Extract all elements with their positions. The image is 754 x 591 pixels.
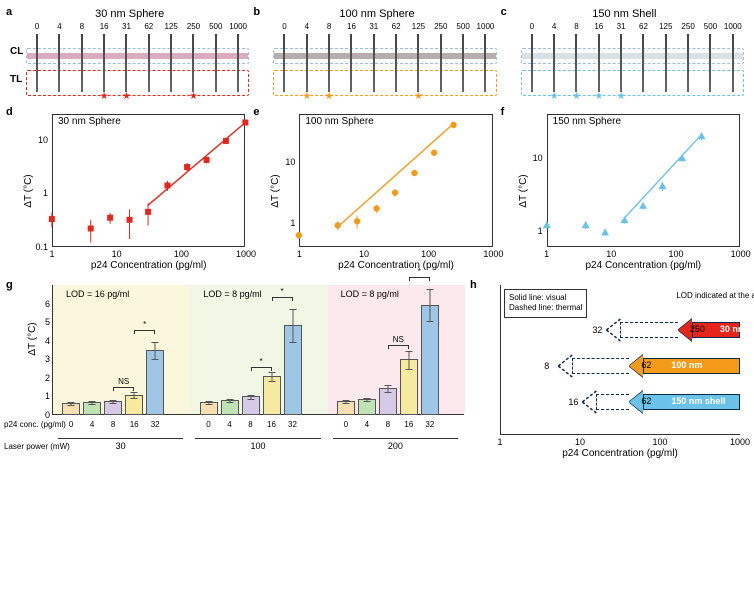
lfa-panel-b: b100 nm Sphere0481631621252505001000★★★	[255, 8, 498, 100]
lfa-panel-c: c150 nm Shell0481631621252505001000★★★★	[503, 8, 746, 100]
scatter-panel-e: e100 nm SphereΔT (°C)p24 Concentration (…	[255, 108, 498, 273]
scatter-panel-f: f150 nm SphereΔT (°C)p24 Concentration (…	[503, 108, 746, 273]
scatter-panel-d: d30 nm SphereΔT (°C)p24 Concentration (p…	[8, 108, 251, 273]
arrow-panel-h: hp24 Concentration (pg/ml)1101001000Soli…	[472, 281, 746, 461]
bar-panel-g: gΔT (°C)0123456LOD = 16 pg/ml0481632NS*3…	[8, 281, 468, 461]
lfa-panel-a: a30 nm Sphere0481631621252505001000★★★	[8, 8, 251, 100]
